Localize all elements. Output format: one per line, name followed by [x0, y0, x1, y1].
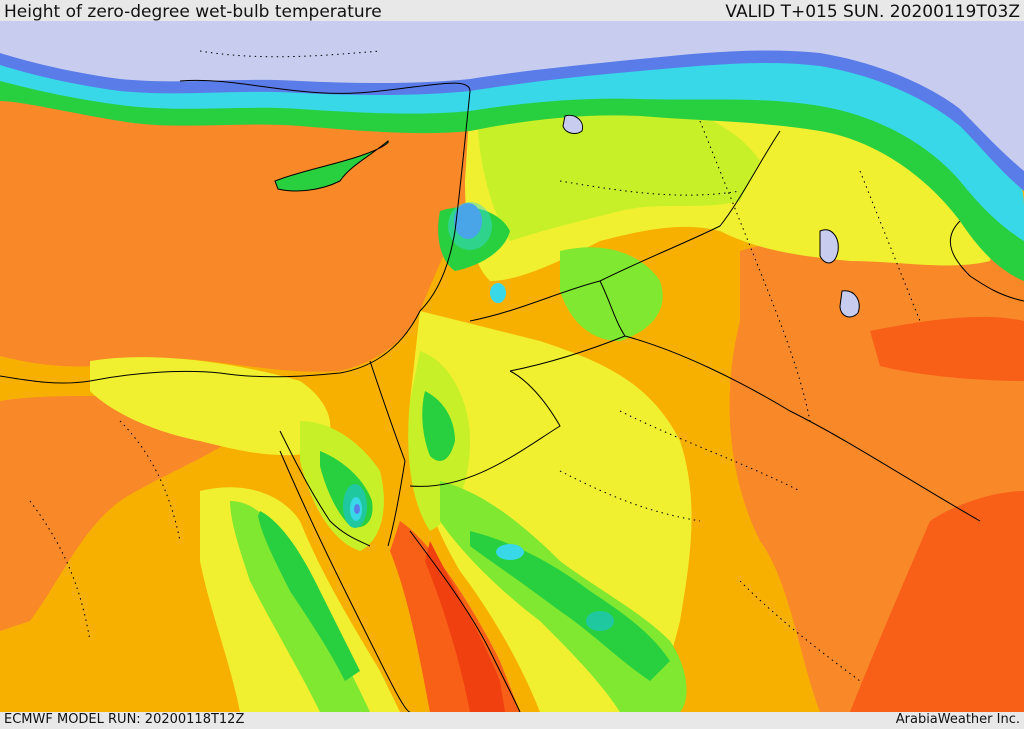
dotted-boundaries: [29, 50, 921, 682]
cyprus: [274, 140, 389, 192]
map-title: Height of zero-degree wet-bulb temperatu…: [4, 2, 382, 22]
jordan-green-core: [422, 391, 455, 461]
east-red-band: [870, 316, 1024, 381]
iraq-greenish: [560, 247, 663, 341]
lake-tharthar: [819, 229, 839, 264]
coastline-levant: [0, 90, 471, 384]
lake-assad: [562, 114, 584, 134]
sinai-blue-dot: [354, 504, 360, 514]
gulf-suez: [279, 430, 371, 547]
model-run: ECMWF MODEL RUN: 20200118T12Z: [4, 712, 245, 727]
credit-label: ArabiaWeather Inc.: [895, 712, 1020, 727]
saudi-teal: [586, 611, 614, 631]
sudan-green-core: [258, 511, 360, 681]
golan-blue: [490, 283, 506, 303]
red-sea-east: [409, 530, 521, 712]
egypt-west: [0, 391, 230, 631]
red-sea-west: [279, 450, 411, 712]
sea-region: [0, 79, 470, 372]
border-syria-iraq: [469, 130, 781, 322]
turkey-sky: [0, 21, 1024, 171]
gulf-coast: [949, 220, 1024, 302]
boundaries: [0, 79, 1024, 712]
valid-time: VALID T+015 SUN. 20200119T03Z: [725, 2, 1020, 22]
syria-greenish: [478, 96, 760, 241]
footer-bar: ECMWF MODEL RUN: 20200118T12Z ArabiaWeat…: [0, 712, 1024, 729]
lebanon-blue: [454, 203, 482, 239]
red-sea-core: [425, 541, 505, 712]
border-iraq-saudi: [509, 335, 981, 522]
header-bar: Height of zero-degree wet-bulb temperatu…: [0, 0, 1024, 21]
lebanon-cyan: [448, 202, 492, 250]
lake-habbaniyah: [839, 290, 860, 318]
saudi-cyan: [496, 544, 524, 560]
map-canvas: [0, 21, 1024, 712]
border-jordan-iraq: [599, 280, 626, 337]
border-egypt-israel: [369, 360, 406, 462]
forecast-map[interactable]: [0, 21, 1024, 712]
gulf-aqaba: [387, 460, 406, 547]
southeast-red: [850, 491, 1024, 712]
coastline-turkey: [179, 79, 471, 94]
delta-yellow: [90, 357, 331, 456]
saudi-green-core: [470, 531, 670, 681]
border-jordan-saudi: [409, 370, 561, 487]
